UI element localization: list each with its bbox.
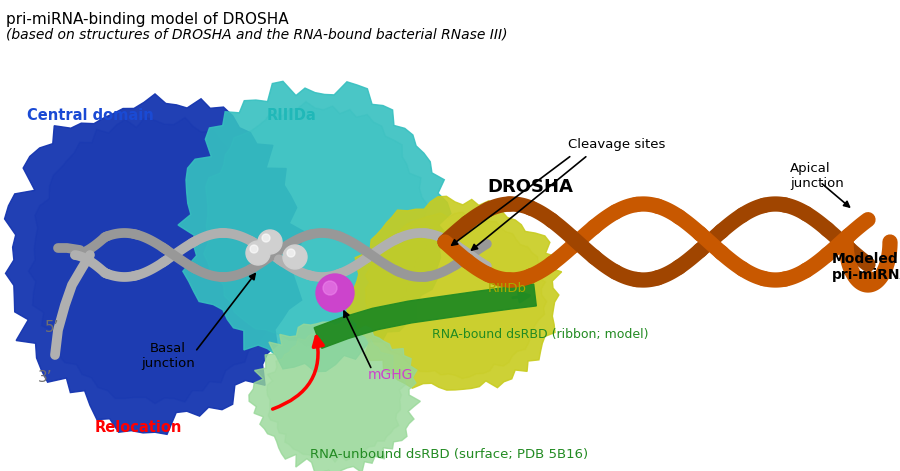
Text: 3’: 3’ [38,370,52,385]
Circle shape [287,249,295,257]
Circle shape [316,274,354,312]
Polygon shape [314,284,536,349]
Polygon shape [346,196,562,390]
FancyArrowPatch shape [273,336,323,409]
Text: RIIIDa: RIIIDa [267,108,317,123]
Text: Central domain: Central domain [27,108,153,123]
Polygon shape [203,102,428,347]
Text: Apical
junction: Apical junction [790,162,844,190]
Circle shape [262,234,270,242]
Polygon shape [178,81,451,372]
Text: Relocation: Relocation [95,420,183,435]
Text: RNA-bound dsRBD (ribbon; model): RNA-bound dsRBD (ribbon; model) [432,328,649,341]
Text: pri-miRNA-binding model of DROSHA: pri-miRNA-binding model of DROSHA [6,12,289,27]
Circle shape [250,245,258,253]
Polygon shape [365,212,546,379]
Text: mGHG: mGHG [368,368,413,382]
Text: 5’: 5’ [45,320,59,335]
Polygon shape [4,94,306,434]
Polygon shape [249,317,420,471]
Polygon shape [267,329,406,462]
Text: Basal
junction: Basal junction [141,342,195,370]
Text: RNA-unbound dsRBD (surface; PDB 5B16): RNA-unbound dsRBD (surface; PDB 5B16) [310,448,588,461]
Text: DROSHA: DROSHA [487,178,573,196]
Text: Cleavage sites: Cleavage sites [568,138,665,151]
Circle shape [323,281,337,295]
Text: (based on structures of DROSHA and the RNA-bound bacterial RNase III): (based on structures of DROSHA and the R… [6,28,508,42]
Circle shape [283,245,307,269]
Circle shape [246,241,270,265]
Circle shape [258,230,282,254]
Text: RIIIDb: RIIIDb [488,282,527,295]
Text: Modeled
pri-miRNA: Modeled pri-miRNA [832,252,900,282]
Polygon shape [29,117,282,404]
